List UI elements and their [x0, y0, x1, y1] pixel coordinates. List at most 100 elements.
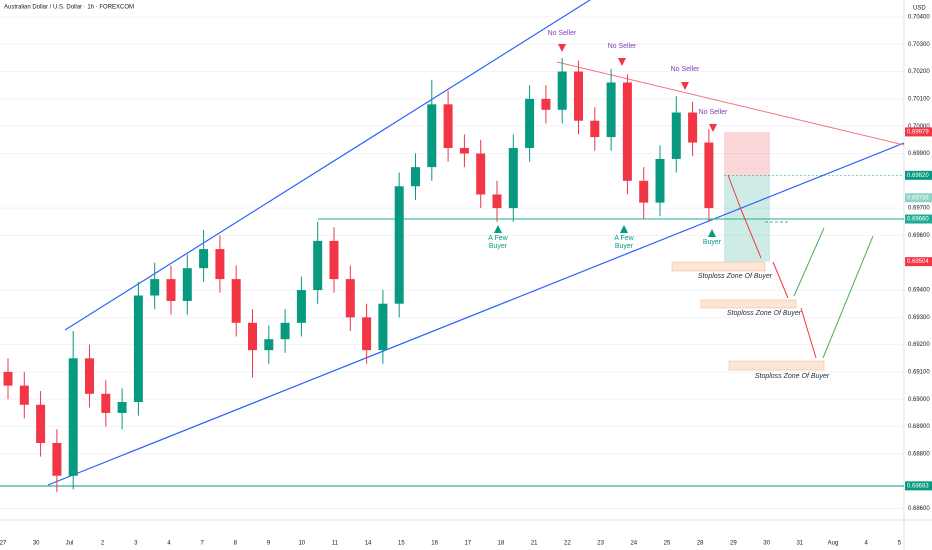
annotation: No Seller: [607, 43, 637, 50]
price-label: 0.68683: [907, 483, 929, 489]
candle-body: [133, 295, 143, 403]
annotation: A Few Buyer: [614, 235, 634, 250]
price-label-box: [905, 481, 932, 491]
candle-body: [36, 404, 46, 443]
down-arrow: [618, 58, 626, 66]
x-tick-label: 30: [763, 541, 770, 547]
channel-upper: [64, 0, 591, 331]
up-arrow: [620, 225, 628, 233]
candle-body: [3, 371, 13, 386]
candle-body: [606, 82, 616, 138]
y-tick-label: 0.69400: [908, 288, 930, 294]
candle-body: [296, 290, 306, 323]
x-tick-label: 28: [697, 541, 704, 547]
y-tick-label: 0.69200: [908, 342, 930, 348]
candle-body: [704, 142, 714, 209]
candle-body: [590, 120, 600, 138]
path-arrow: [800, 307, 817, 359]
y-tick-label: 0.69300: [908, 315, 930, 321]
x-tick-label: 25: [664, 541, 671, 547]
down-arrow: [558, 44, 566, 52]
candle-body: [508, 148, 518, 209]
path-arrow: [793, 227, 825, 297]
price-label: 0.69820: [907, 173, 929, 179]
candle-body: [182, 268, 192, 301]
candle-body: [101, 393, 111, 413]
price-label: 0.69504: [907, 259, 929, 265]
up-arrow: [708, 229, 716, 237]
candle-body: [574, 71, 583, 121]
x-tick-label: 5: [898, 541, 902, 547]
x-tick-label: 10: [298, 541, 305, 547]
stoploss-zone: [700, 299, 797, 309]
target-zone: [724, 175, 770, 262]
candle-body: [199, 249, 209, 269]
y-tick-label: 0.68900: [908, 424, 930, 430]
candle-body: [411, 167, 420, 187]
candle-body: [378, 303, 388, 351]
path-arrow: [822, 235, 874, 359]
y-tick-label: 0.69700: [908, 206, 930, 212]
stoploss-zone: [728, 360, 825, 371]
price-label-box: [905, 214, 932, 224]
y-tick-label: 0.69900: [908, 151, 930, 157]
candle-body: [476, 153, 486, 195]
x-tick-label: 31: [796, 541, 803, 547]
candle-body: [345, 279, 355, 318]
y-tick-label: 0.70200: [908, 69, 930, 75]
annotation: Stoploss Zone Of Buyer: [726, 310, 802, 317]
candle-body: [166, 279, 176, 301]
x-tick-label: 23: [597, 541, 604, 547]
stop-zone: [724, 131, 770, 176]
drawings: [0, 0, 905, 487]
y-tick-label: 0.68600: [908, 506, 930, 512]
candle-body: [215, 249, 225, 280]
x-tick-label: Jul: [66, 541, 74, 547]
x-tick-label: 17: [464, 541, 471, 547]
up-arrow: [494, 225, 502, 233]
x-tick-label: 16: [431, 541, 438, 547]
x-tick-label: 8: [234, 541, 238, 547]
y-tick-label: 0.70300: [908, 42, 930, 48]
x-tick-label: 18: [498, 541, 505, 547]
annotation: No Seller: [698, 109, 728, 116]
x-tick-label: 22: [564, 541, 571, 547]
candle-body: [492, 194, 502, 209]
x-tick-label: 4: [167, 541, 171, 547]
channel-lower: [47, 142, 905, 486]
candle-body: [427, 104, 437, 168]
x-tick-label: 27: [0, 541, 7, 547]
path-arrow: [727, 174, 762, 259]
annotation: No Seller: [547, 30, 577, 37]
x-tick-label: 4: [865, 541, 869, 547]
y-tick-label: 0.70100: [908, 96, 930, 102]
annotation: No Seller: [670, 66, 700, 73]
y-tick-label: 0.69000: [908, 397, 930, 403]
x-tick-label: 29: [730, 541, 737, 547]
currency: USD: [913, 6, 926, 12]
resistance-line: [556, 61, 905, 146]
chart-title: Australian Dollar / U.S. Dollar · 1h · F…: [4, 5, 134, 11]
x-tick-label: 21: [531, 541, 538, 547]
price-label-box: [905, 170, 932, 180]
candle-body: [68, 358, 78, 476]
price-label: 0.69660: [907, 217, 929, 223]
x-tick-label: 2: [101, 541, 105, 547]
candle-body: [688, 112, 698, 143]
path-arrow: [772, 261, 789, 299]
y-tick-label: 0.68800: [908, 451, 930, 457]
annotation: Buyer: [702, 239, 722, 246]
x-tick-label: 9: [267, 541, 271, 547]
candle-body: [248, 322, 257, 351]
x-tick-label: 11: [332, 541, 339, 547]
x-tick-label: 3: [134, 541, 138, 547]
candle-body: [117, 402, 127, 413]
candle-body: [622, 82, 632, 181]
y-tick-label: 0.69100: [908, 370, 930, 376]
x-tick-label: 7: [201, 541, 205, 547]
candle-body: [639, 180, 649, 203]
x-tick-label: 30: [33, 541, 40, 547]
price-axis-bg: [904, 0, 932, 550]
